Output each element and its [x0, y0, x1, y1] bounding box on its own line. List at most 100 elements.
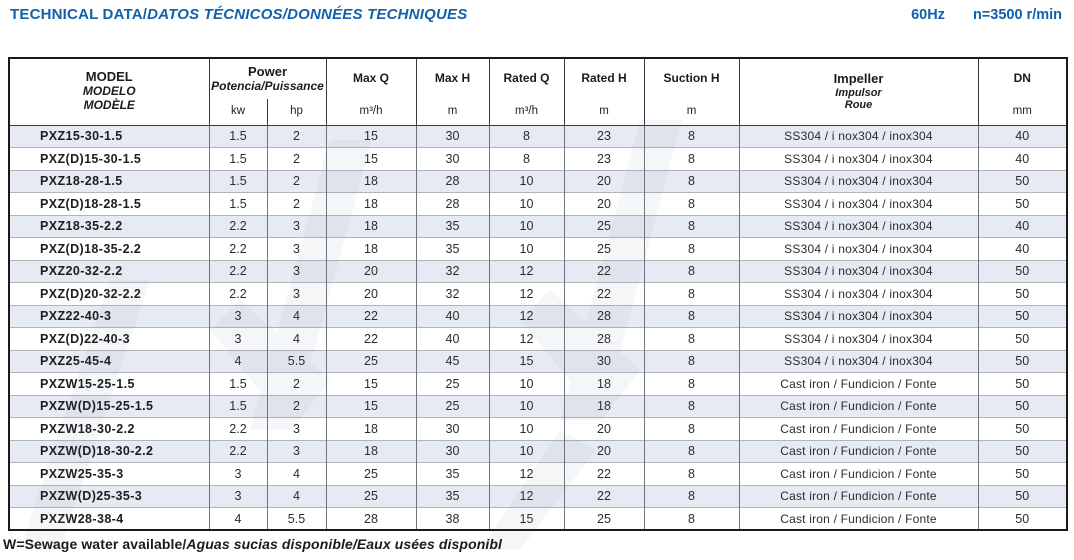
spec-labels: 60Hz n=3500 r/min: [911, 6, 1062, 23]
rated-q-cell: 15: [488, 349, 564, 373]
impeller-cell: Cast iron / Fundicion / Fonte: [738, 439, 978, 463]
max-q-cell: 20: [325, 259, 416, 283]
max-q-cell: 18: [325, 439, 416, 463]
hp-cell: 3: [266, 214, 326, 238]
unit-dn: mm: [977, 99, 1067, 125]
table-row: PXZ(D)18-28-1.5 1.5 2 18 28 10 20 8 SS30…: [9, 192, 1067, 215]
table-row: PXZ18-28-1.5 1.5 2 18 28 10 20 8 SS304 /…: [9, 169, 1067, 193]
kw-cell: 1.5: [208, 124, 267, 148]
dn-cell: 40: [977, 237, 1067, 260]
rated-h-cell: 22: [563, 462, 644, 485]
rated-h-cell: 23: [563, 147, 644, 170]
dn-cell: 40: [977, 147, 1067, 170]
kw-cell: 4: [208, 507, 267, 530]
max-h-cell: 30: [415, 147, 489, 170]
kw-cell: 2.2: [208, 417, 267, 440]
max-q-cell: 28: [325, 507, 416, 530]
kw-cell: 3: [208, 327, 267, 350]
max-h-cell: 35: [415, 462, 489, 485]
dn-cell: 40: [977, 214, 1067, 238]
max-h-cell: 45: [415, 349, 489, 373]
technical-data-table: MODEL MODELO MODÈLE Power Potencia/Puiss…: [8, 57, 1068, 531]
suction-h-cell: 8: [643, 304, 739, 328]
kw-cell: 2.2: [208, 259, 267, 283]
max-h-cell: 40: [415, 304, 489, 328]
max-q-cell: 22: [325, 304, 416, 328]
hp-cell: 4: [266, 327, 326, 350]
speed-label: n=3500 r/min: [972, 7, 1062, 23]
impeller-cell: SS304 / i nox304 / inox304: [738, 282, 978, 305]
dn-cell: 50: [977, 394, 1067, 418]
rated-h-cell: 20: [563, 417, 644, 440]
col-header-impeller: Impeller Impulsor Roue: [738, 58, 978, 125]
kw-cell: 2.2: [208, 282, 267, 305]
page-title-en: TECHNICAL DATA/: [10, 6, 148, 23]
col-header-model: MODEL MODELO MODÈLE: [82, 69, 136, 113]
rated-q-cell: 15: [488, 507, 564, 530]
header-bar: TECHNICAL DATA/DATOS TÉCNICOS/DONNÉES TE…: [10, 6, 1062, 23]
col-header-rated-q: Rated Q: [488, 58, 564, 99]
table-row: PXZ(D)15-30-1.5 1.5 2 15 30 8 23 8 SS304…: [9, 147, 1067, 170]
model-cell: PXZW28-38-4: [9, 507, 209, 530]
suction-h-cell: 8: [643, 462, 739, 485]
dn-cell: 50: [977, 417, 1067, 440]
kw-cell: 3: [208, 484, 267, 508]
rated-h-cell: 30: [563, 349, 644, 373]
col-header-suction-h: Suction H: [643, 58, 739, 99]
impeller-cell: Cast iron / Fundicion / Fonte: [738, 372, 978, 395]
hp-cell: 2: [266, 394, 326, 418]
max-h-cell: 40: [415, 327, 489, 350]
footnote: W=Sewage water available/Aguas sucias di…: [3, 536, 502, 552]
rated-q-cell: 12: [488, 259, 564, 283]
table-row: PXZW(D)18-30-2.2 2.2 3 18 30 10 20 8 Cas…: [9, 439, 1067, 463]
dn-cell: 50: [977, 439, 1067, 463]
rated-q-cell: 12: [488, 304, 564, 328]
unit-rated-q: m³/h: [488, 99, 564, 125]
model-cell: PXZ18-35-2.2: [9, 214, 209, 238]
model-cell: PXZ25-45-4: [9, 349, 209, 373]
hp-cell: 5.5: [266, 349, 326, 373]
impeller-cell: SS304 / i nox304 / inox304: [738, 147, 978, 170]
suction-h-cell: 8: [643, 214, 739, 238]
rated-h-cell: 18: [563, 372, 644, 395]
max-h-cell: 30: [415, 417, 489, 440]
rated-q-cell: 8: [488, 124, 564, 148]
footnote-en: W=Sewage water available/: [3, 536, 187, 552]
max-q-cell: 20: [325, 282, 416, 305]
max-h-cell: 30: [415, 124, 489, 148]
model-cell: PXZ22-40-3: [9, 304, 209, 328]
hp-cell: 2: [266, 124, 326, 148]
kw-cell: 2.2: [208, 237, 267, 260]
dn-cell: 50: [977, 304, 1067, 328]
max-q-cell: 25: [325, 484, 416, 508]
page-title-translations: DATOS TÉCNICOS/DONNÉES TECHNIQUES: [147, 6, 468, 23]
dn-cell: 50: [977, 484, 1067, 508]
max-h-cell: 35: [415, 484, 489, 508]
suction-h-cell: 8: [643, 169, 739, 193]
model-cell: PXZ18-28-1.5: [9, 169, 209, 193]
table-row: PXZW25-35-3 3 4 25 35 12 22 8 Cast iron …: [9, 462, 1067, 485]
rated-q-cell: 10: [488, 169, 564, 193]
hp-cell: 2: [266, 169, 326, 193]
impeller-cell: SS304 / i nox304 / inox304: [738, 237, 978, 260]
max-q-cell: 15: [325, 124, 416, 148]
hp-cell: 4: [266, 484, 326, 508]
model-cell: PXZ20-32-2.2: [9, 259, 209, 283]
hp-cell: 2: [266, 372, 326, 395]
unit-hp: hp: [266, 99, 326, 125]
dn-cell: 50: [977, 349, 1067, 373]
suction-h-cell: 8: [643, 237, 739, 260]
dn-cell: 50: [977, 259, 1067, 283]
hp-cell: 3: [266, 417, 326, 440]
suction-h-cell: 8: [643, 282, 739, 305]
unit-max-q: m³/h: [325, 99, 416, 125]
rated-q-cell: 10: [488, 439, 564, 463]
model-cell: PXZW18-30-2.2: [9, 417, 209, 440]
kw-cell: 1.5: [208, 147, 267, 170]
table-header: MODEL MODELO MODÈLE Power Potencia/Puiss…: [9, 58, 1067, 125]
unit-suction-h: m: [643, 99, 739, 125]
col-header-max-q: Max Q: [325, 58, 416, 99]
rated-q-cell: 10: [488, 237, 564, 260]
model-cell: PXZ(D)22-40-3: [9, 327, 209, 350]
